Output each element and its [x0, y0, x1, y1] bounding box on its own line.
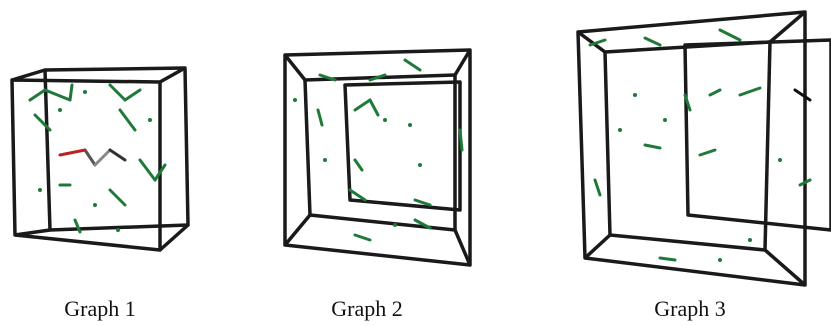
molecule-part — [110, 85, 125, 100]
molecule-part — [415, 200, 430, 205]
molecule-part — [663, 118, 667, 122]
caption: Graph 3 — [654, 296, 725, 321]
molecule-part — [408, 123, 412, 127]
molecule-part — [83, 90, 87, 94]
molecule-part — [355, 100, 370, 110]
molecule-part — [748, 238, 752, 242]
molecule-part — [125, 90, 140, 100]
frame-edge — [160, 225, 188, 250]
molecule-part — [370, 100, 378, 115]
frame-edge — [585, 235, 610, 258]
molecule-part — [393, 223, 397, 227]
molecule-part — [710, 90, 720, 95]
box-3 — [578, 12, 831, 285]
molecule-part — [58, 108, 62, 112]
frame-edge — [770, 12, 805, 42]
frame-edge — [12, 80, 160, 250]
molecule-part — [618, 128, 622, 132]
molecule-part — [60, 150, 85, 155]
molecule-part — [718, 258, 722, 262]
molecule-part — [85, 150, 95, 165]
molecule-part — [595, 180, 600, 195]
figure: Graph 1 Graph 2 Graph 3 — [0, 0, 831, 326]
molecule-part — [45, 90, 70, 100]
molecule-part — [30, 90, 45, 100]
molecules-2 — [293, 60, 462, 240]
molecule-part — [405, 60, 420, 70]
frame-edge — [160, 68, 185, 82]
molecule-part — [70, 85, 72, 100]
molecule-part — [778, 158, 782, 162]
molecule-part — [418, 163, 422, 167]
molecule-part — [355, 235, 370, 240]
frame-edge — [345, 82, 460, 210]
box-2 — [285, 50, 470, 265]
molecule-part — [645, 145, 660, 148]
frame-edge — [455, 230, 470, 265]
molecule-part — [740, 88, 760, 95]
molecule-part — [140, 160, 155, 180]
frame-edge — [685, 40, 831, 230]
molecule-part — [116, 228, 120, 232]
molecules-3 — [590, 30, 810, 262]
molecule-part — [38, 188, 42, 192]
molecule-part — [700, 150, 715, 155]
molecule-part — [720, 30, 740, 40]
molecule-part — [110, 190, 125, 205]
molecule-part — [645, 38, 660, 45]
molecule-part — [318, 110, 322, 125]
molecule-part — [120, 110, 135, 130]
frame-edge — [285, 55, 305, 80]
molecule-part — [633, 93, 637, 97]
caption: Graph 2 — [331, 296, 402, 321]
molecule-part — [110, 150, 125, 160]
caption: Graph 1 — [64, 296, 135, 321]
molecule-part — [795, 90, 810, 100]
molecule-part — [460, 130, 462, 150]
molecule-part — [323, 158, 327, 162]
molecule-part — [355, 160, 362, 170]
molecule-part — [148, 118, 152, 122]
molecule-part — [93, 203, 97, 207]
molecule-part — [660, 258, 675, 260]
molecule-part — [95, 150, 110, 165]
frame-edge — [285, 215, 310, 245]
molecule-part — [293, 98, 297, 102]
molecule-part — [383, 118, 387, 122]
frame-edge — [455, 50, 470, 75]
frame-edge — [15, 230, 50, 235]
